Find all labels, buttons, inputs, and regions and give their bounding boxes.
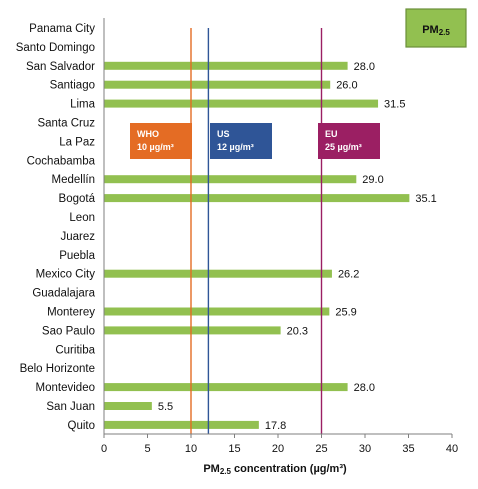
- bar: [104, 194, 410, 203]
- category-label: Juarez: [60, 231, 95, 243]
- bar: [104, 80, 331, 89]
- ref-name: WHO: [137, 129, 159, 139]
- x-ticks: 0 5 10 15 20 25 30 35 40: [101, 434, 458, 455]
- category-label: Sao Paulo: [42, 325, 95, 337]
- category-label: Montevideo: [36, 382, 95, 394]
- value-label: 26.2: [338, 269, 359, 281]
- category-labels: Panama City Santo Domingo San Salvador Sant…: [16, 23, 96, 432]
- bar: [104, 269, 332, 278]
- value-label: 5.5: [158, 401, 173, 413]
- ref-box-who: [130, 123, 192, 159]
- value-label: 28.0: [354, 61, 375, 73]
- x-axis-title: PM2.5 concentration (µg/m³): [203, 463, 347, 476]
- category-label: Lima: [70, 99, 96, 111]
- x-tick-label: 35: [402, 443, 414, 455]
- value-label: 35.1: [415, 193, 436, 205]
- x-tick-label: 30: [359, 443, 371, 455]
- ref-value-text: 12 µg/m³: [217, 142, 254, 152]
- bar: [104, 420, 259, 429]
- bar: [104, 61, 348, 70]
- ref-value-text: 10 µg/m³: [137, 142, 174, 152]
- category-label: Santiago: [50, 80, 95, 92]
- bar: [104, 99, 379, 108]
- category-label: Belo Horizonte: [20, 363, 95, 375]
- category-label: Mexico City: [36, 269, 96, 281]
- value-label: 29.0: [362, 174, 383, 186]
- bars-layer: 28.0 26.0 31.5 29.0 35.1 26.2 25.9 20.3 28.0 5.5 1…: [104, 61, 437, 432]
- category-label: Panama City: [29, 23, 95, 35]
- bar: [104, 175, 357, 184]
- bar: [104, 307, 330, 316]
- x-tick-label: 20: [272, 443, 284, 455]
- pm25-badge: PM2.5: [405, 8, 467, 48]
- x-tick-label: 0: [101, 443, 107, 455]
- category-label: Bogotá: [59, 193, 96, 205]
- value-label: 20.3: [287, 325, 308, 337]
- value-label: 31.5: [384, 99, 405, 111]
- bar: [104, 402, 152, 410]
- ref-value-text: 25 µg/m³: [325, 142, 362, 152]
- ref-name: EU: [325, 129, 338, 139]
- category-label: Santo Domingo: [16, 42, 95, 54]
- x-tick-label: 5: [144, 443, 150, 455]
- value-label: 17.8: [265, 420, 286, 432]
- x-tick-label: 25: [315, 443, 327, 455]
- category-label: Monterey: [47, 307, 95, 319]
- value-label: 28.0: [354, 382, 375, 394]
- category-label: San Juan: [46, 401, 95, 413]
- pm25-badge-box: [405, 8, 467, 48]
- category-label: Medellín: [52, 174, 95, 186]
- category-label: Leon: [69, 212, 95, 224]
- category-label: La Paz: [59, 136, 95, 148]
- bar: [104, 326, 281, 335]
- pm25-badge-text: PM2.5: [422, 24, 450, 37]
- ref-box-eu: [318, 123, 380, 159]
- category-label: Santa Cruz: [37, 118, 95, 130]
- category-label: Quito: [68, 420, 96, 432]
- category-label: Puebla: [59, 250, 95, 262]
- x-tick-label: 40: [446, 443, 458, 455]
- category-label: Cochabamba: [27, 155, 96, 167]
- ref-name: US: [217, 129, 230, 139]
- bar: [104, 383, 348, 392]
- x-tick-label: 15: [228, 443, 240, 455]
- x-tick-label: 10: [185, 443, 197, 455]
- category-label: Curitiba: [55, 344, 95, 356]
- value-label: 26.0: [336, 80, 357, 92]
- ref-box-us: [210, 123, 272, 159]
- category-label: San Salvador: [26, 61, 95, 73]
- value-label: 25.9: [335, 307, 356, 319]
- category-label: Guadalajara: [32, 288, 95, 300]
- reference-lines: WHO 10 µg/m³ US 12 µg/m³ EU 25 µg/m³: [130, 28, 380, 434]
